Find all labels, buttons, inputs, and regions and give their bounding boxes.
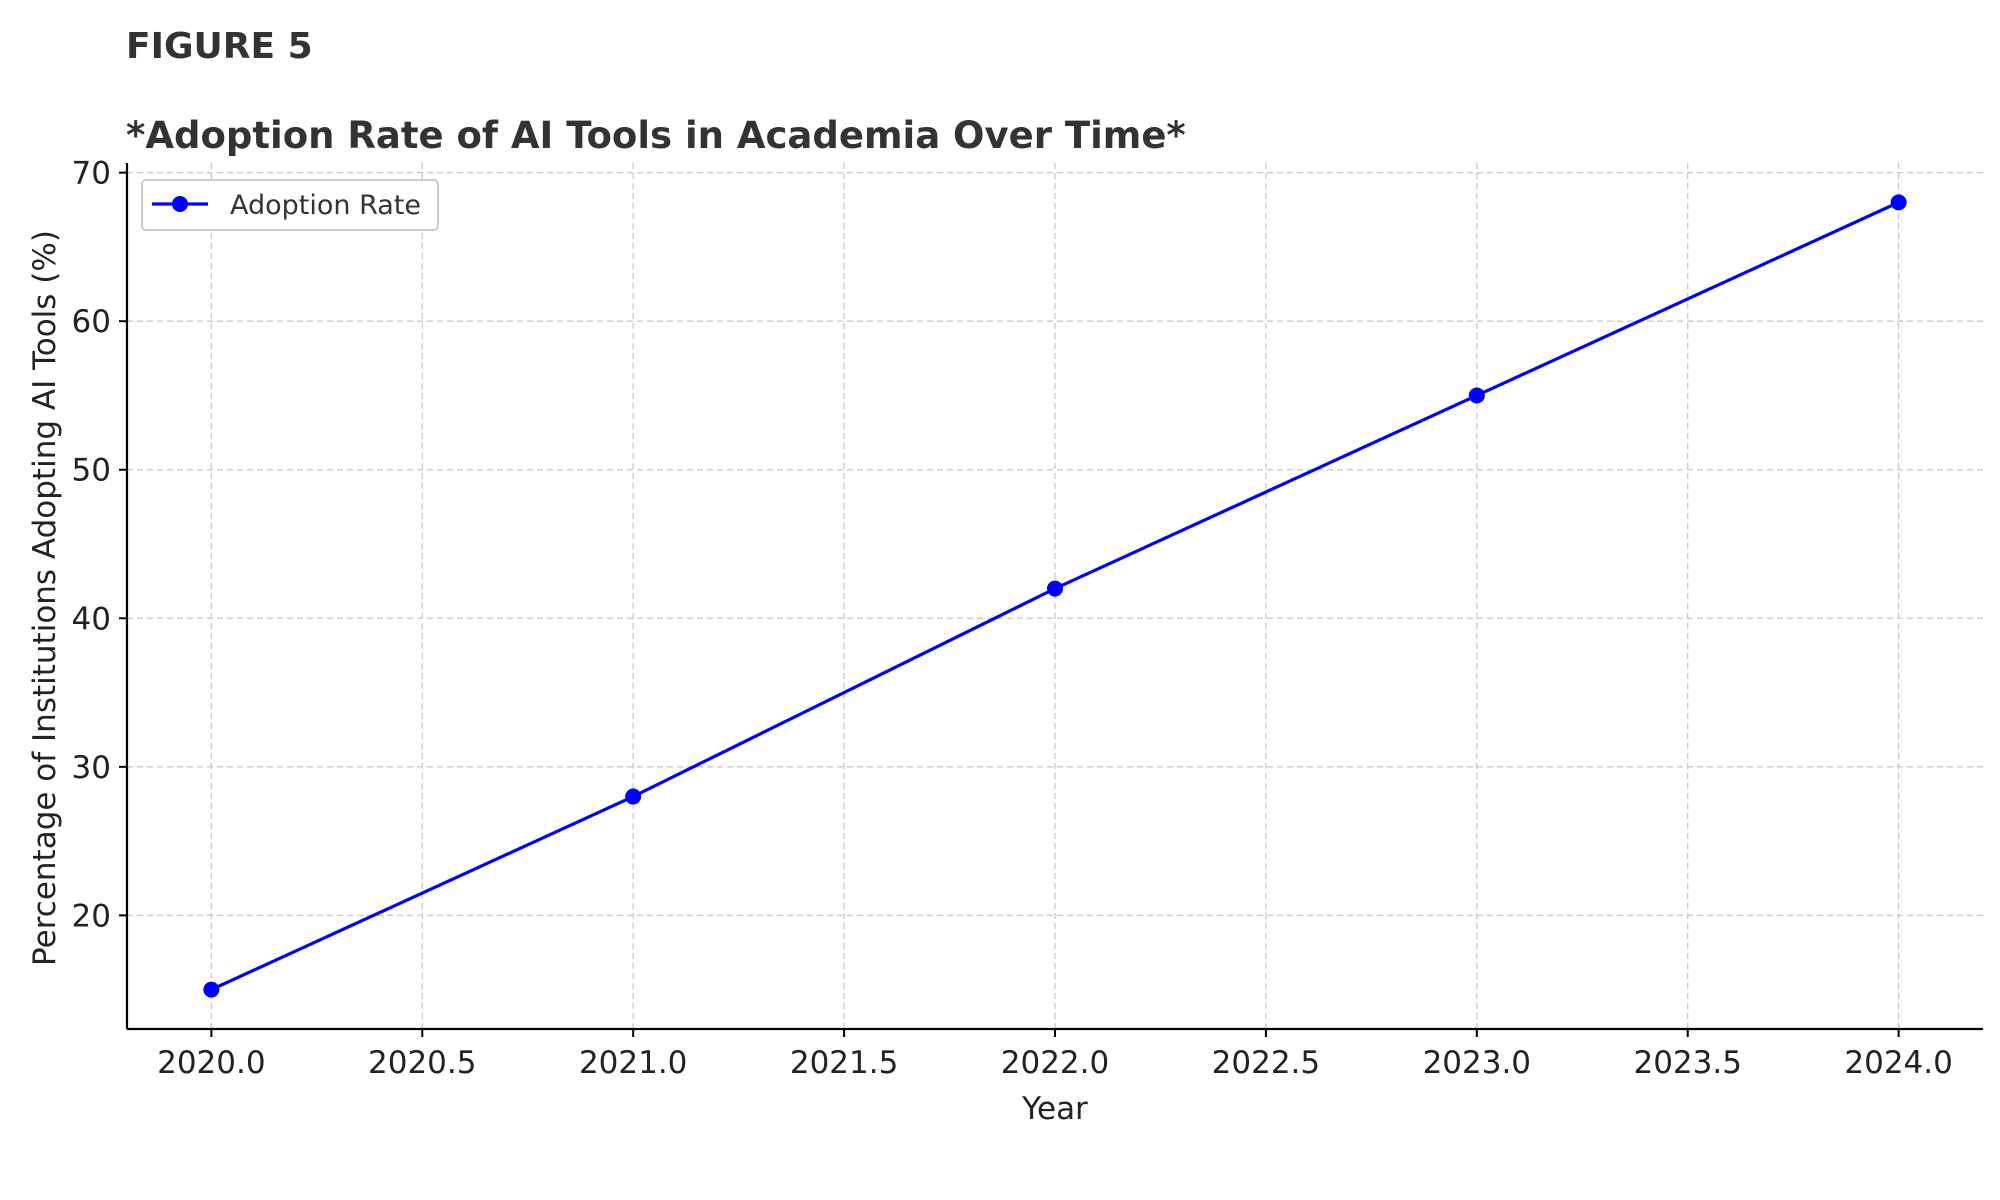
legend: Adoption Rate: [141, 179, 439, 231]
data-point: [1890, 194, 1907, 211]
x-tick-label: 2020.5: [368, 1045, 476, 1081]
data-point: [625, 788, 642, 805]
x-tick-label: 2022.0: [1001, 1045, 1109, 1081]
x-tick-label: 2024.0: [1844, 1045, 1952, 1081]
figure-label: FIGURE 5: [126, 26, 313, 67]
y-tick-label: 70: [72, 156, 111, 192]
x-tick-label: 2023.0: [1423, 1045, 1531, 1081]
x-tick-label: 2022.5: [1212, 1045, 1320, 1081]
x-axis-label: Year: [1021, 1091, 1088, 1127]
chart-title: *Adoption Rate of AI Tools in Academia O…: [126, 114, 1186, 157]
legend-label: Adoption Rate: [230, 190, 421, 221]
grid-lines: [127, 163, 1983, 1029]
legend-marker-swatch: [172, 196, 188, 212]
y-axis-label: Percentage of Institutions Adopting AI T…: [27, 230, 63, 966]
series-layer: [203, 194, 1907, 998]
legend-box: [141, 179, 439, 231]
y-tick-label: 40: [72, 601, 111, 637]
data-point: [1047, 580, 1063, 597]
x-tick-label: 2020.0: [157, 1045, 265, 1081]
y-tick-label: 30: [72, 750, 111, 786]
tick-labels: 2020.0 2020.5 2021.0 2021.5 2022.0 2022.5 2023…: [72, 156, 1953, 1081]
y-tick-label: 50: [72, 453, 111, 489]
data-point: [203, 981, 220, 998]
x-tick-label: 2023.5: [1633, 1045, 1741, 1081]
x-tick-label: 2021.0: [579, 1045, 687, 1081]
data-point: [1468, 387, 1485, 404]
axes: [119, 163, 1983, 1037]
y-tick-label: 60: [72, 304, 111, 340]
x-tick-label: 2021.5: [790, 1045, 898, 1081]
y-tick-label: 20: [72, 898, 111, 934]
